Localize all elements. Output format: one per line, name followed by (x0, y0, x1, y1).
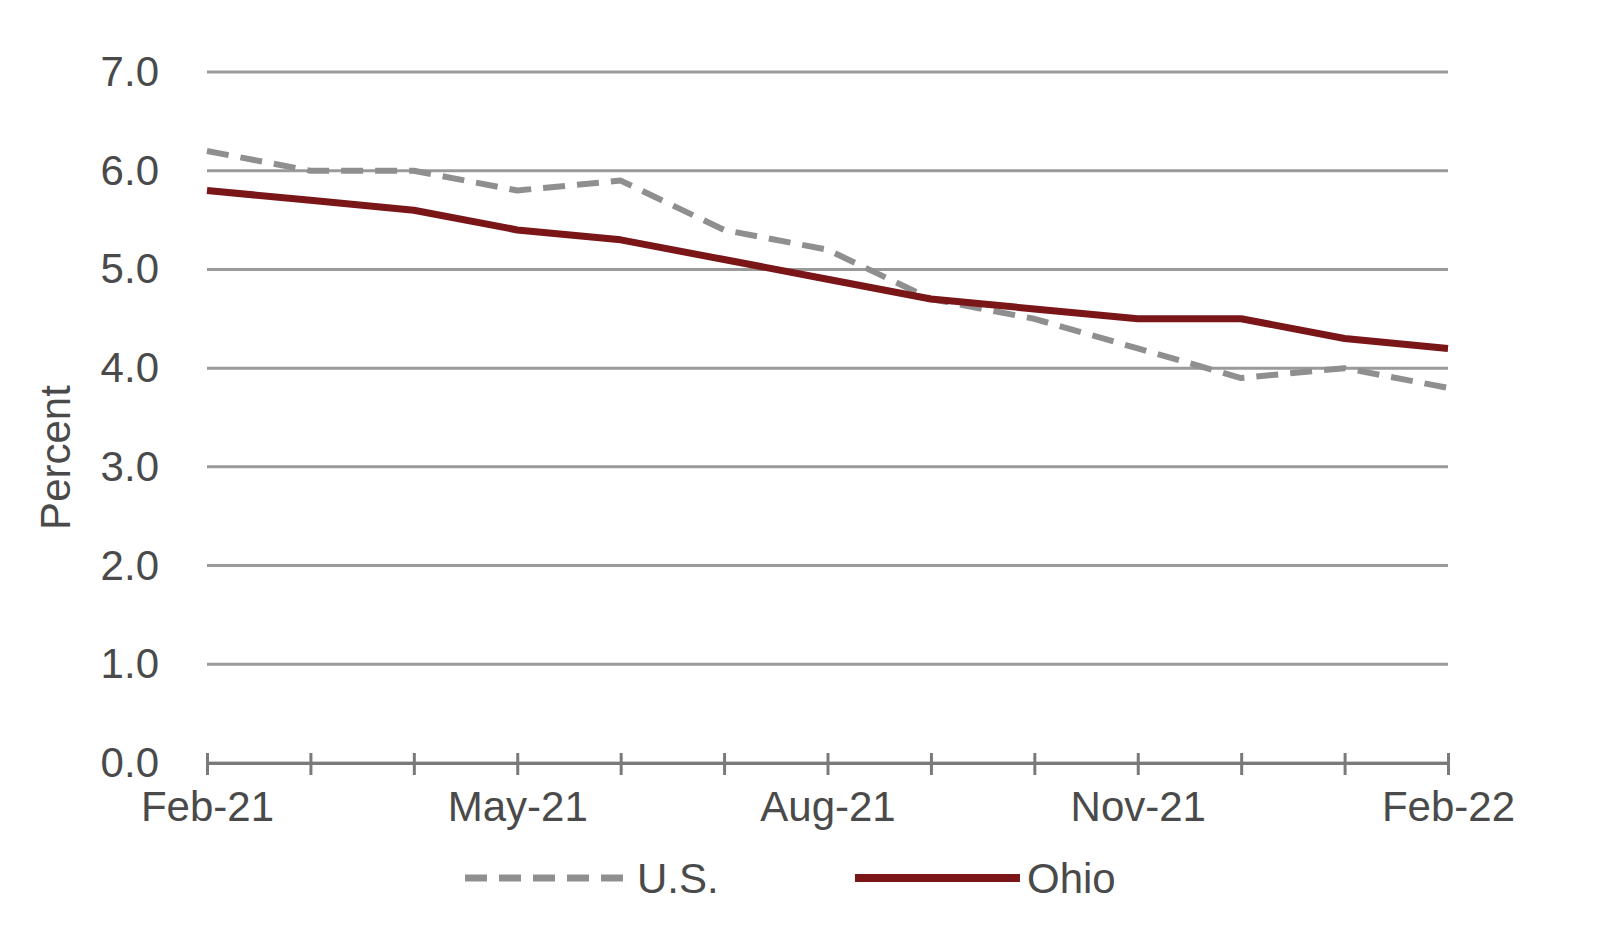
x-tick-label: Feb-21 (141, 783, 274, 830)
y-tick-label: 2.0 (101, 542, 159, 589)
y-tick: 2.0 (101, 542, 207, 589)
x-tick-label: Aug-21 (760, 783, 895, 830)
x-tick-mark (1033, 753, 1036, 775)
x-tick (724, 753, 725, 775)
x-tick (621, 753, 622, 775)
x-axis: Feb-21 May-21 Aug-21 Nov-21 Feb-22 (141, 753, 1515, 830)
grid-line (207, 663, 1448, 666)
legend: U.S. Ohio (465, 855, 1116, 902)
x-tick-label: Feb-22 (1382, 783, 1515, 830)
x-tick-mark (930, 753, 933, 775)
series-line (207, 151, 1448, 388)
y-tick-label: 3.0 (101, 443, 159, 490)
y-tick: 6.0 (101, 147, 207, 194)
x-tick-mark (516, 753, 519, 775)
x-tick (310, 753, 311, 775)
y-axis-line (207, 73, 208, 764)
x-tick-mark (1137, 753, 1140, 775)
legend-swatch (465, 875, 630, 882)
y-tick: 3.0 (101, 443, 207, 490)
x-tick-mark (1344, 753, 1347, 775)
x-tick: May-21 (448, 753, 588, 830)
y-axis: 0.0 1.0 2.0 3.0 4.0 5.0 6.0 7.0 (101, 48, 208, 786)
x-tick-label: Nov-21 (1071, 783, 1206, 830)
x-tick (1345, 753, 1346, 775)
y-tick-label: 5.0 (101, 245, 159, 292)
grid (207, 72, 1448, 763)
x-tick (1241, 753, 1242, 775)
legend-swatch (855, 874, 1020, 882)
series-line (207, 190, 1448, 348)
x-tick-mark (723, 753, 726, 775)
grid-line (207, 367, 1448, 370)
y-tick: 5.0 (101, 245, 207, 292)
grid-line (207, 71, 1448, 74)
grid-line (207, 564, 1448, 567)
x-tick: Nov-21 (1071, 753, 1206, 830)
x-tick-mark (206, 753, 209, 775)
grid-line (207, 268, 1448, 271)
y-axis-title: Percent (32, 385, 79, 530)
x-tick-mark (1240, 753, 1243, 775)
x-tick-mark (413, 753, 416, 775)
y-tick-label: 1.0 (101, 640, 159, 687)
x-tick: Aug-21 (760, 753, 895, 830)
x-tick (931, 753, 932, 775)
y-tick: 7.0 (101, 48, 207, 95)
grid-line (207, 465, 1448, 468)
y-tick: 1.0 (101, 640, 207, 687)
plot-area (207, 151, 1448, 388)
x-tick-label: May-21 (448, 783, 588, 830)
chart: 0.0 1.0 2.0 3.0 4.0 5.0 6.0 7.0 Feb-21 May-21 Aug-… (0, 0, 1600, 927)
y-tick-label: 7.0 (101, 48, 159, 95)
legend-label: Ohio (1027, 855, 1116, 902)
x-tick (1034, 753, 1035, 775)
x-tick-mark (1447, 753, 1450, 775)
y-tick-label: 4.0 (101, 344, 159, 391)
y-tick: 0.0 (101, 739, 207, 786)
legend-label: U.S. (637, 855, 719, 902)
x-tick (414, 753, 415, 775)
x-tick-mark (827, 753, 830, 775)
x-tick: Feb-21 (141, 753, 274, 830)
x-tick-mark (309, 753, 312, 775)
y-tick-label: 6.0 (101, 147, 159, 194)
x-tick-mark (620, 753, 623, 775)
x-tick: Feb-22 (1382, 753, 1515, 830)
y-tick-label: 0.0 (101, 739, 159, 786)
y-tick: 4.0 (101, 344, 207, 391)
